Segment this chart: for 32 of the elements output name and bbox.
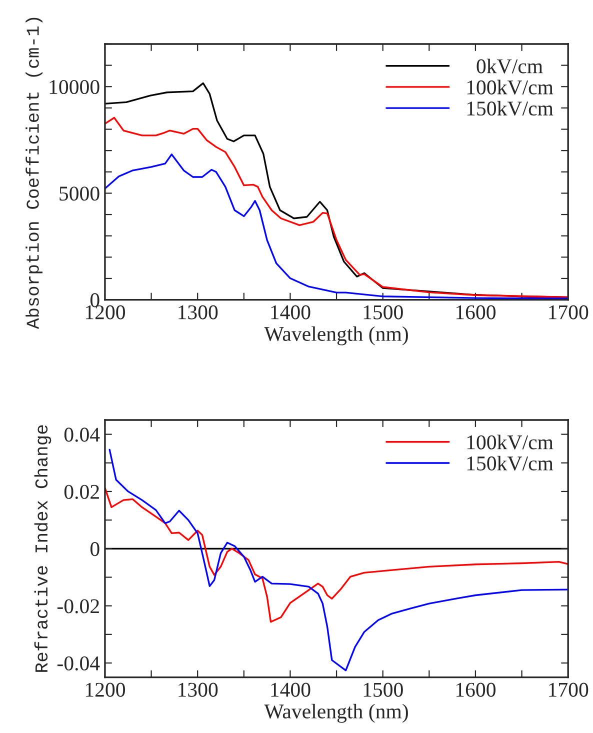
x-tick-label: 1500 bbox=[364, 682, 403, 697]
y-tick-label: 0.02 bbox=[64, 484, 99, 499]
x-tick-label: 1700 bbox=[549, 305, 588, 320]
legend-label: 100kV/cm bbox=[467, 80, 554, 95]
x-tick-label: 1600 bbox=[456, 682, 496, 697]
x-tick-label: 1300 bbox=[178, 305, 218, 320]
y-tick-label: 0 bbox=[90, 542, 100, 556]
y-tick-label: 0.04 bbox=[64, 428, 100, 442]
legend-label: 150kV/cm bbox=[467, 456, 554, 471]
x-tick-label: 1400 bbox=[271, 305, 310, 320]
line-series bbox=[104, 116, 568, 298]
x-tick-label: 1400 bbox=[271, 682, 310, 697]
x-axis-title: Wavelength (nm) bbox=[264, 704, 408, 723]
y-tick-label: 5000 bbox=[60, 186, 100, 201]
y-tick-label: -0.02 bbox=[57, 599, 99, 614]
line-series bbox=[104, 487, 568, 623]
y-tick-label: 0 bbox=[90, 293, 100, 308]
x-tick-label: 1300 bbox=[178, 682, 218, 697]
y-tick-label: 10000 bbox=[50, 80, 100, 94]
y-tick-label: -0.04 bbox=[57, 656, 100, 671]
x-axis-title: Wavelength (nm) bbox=[264, 326, 408, 346]
legend-label: 100kV/cm bbox=[467, 434, 554, 450]
x-tick-label: 1600 bbox=[456, 305, 496, 320]
legend-label: 0kV/cm bbox=[476, 58, 543, 74]
legend-label: 150kV/cm bbox=[467, 100, 554, 116]
y-axis-title: Refractive Index Change bbox=[34, 425, 52, 672]
x-tick-label: 1200 bbox=[86, 305, 125, 320]
x-tick-label: 1500 bbox=[364, 305, 403, 320]
line-series bbox=[108, 448, 568, 672]
y-axis-title: Absorption Coefficient (cm-1) bbox=[26, 18, 42, 330]
x-tick-label: 1200 bbox=[86, 682, 125, 697]
x-tick-label: 1700 bbox=[549, 682, 588, 697]
